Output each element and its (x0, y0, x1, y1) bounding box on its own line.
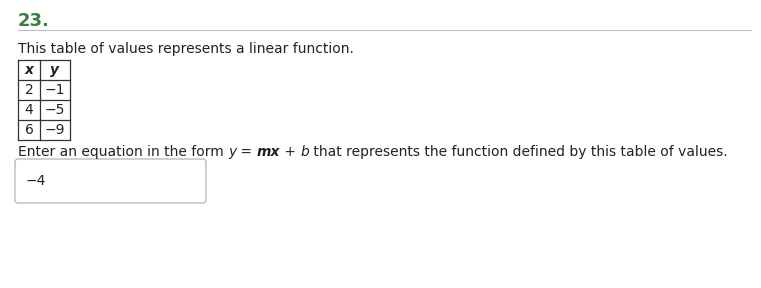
Text: that represents the function defined by this table of values.: that represents the function defined by … (310, 145, 728, 159)
Text: y: y (50, 63, 59, 77)
Text: Enter an equation in the form: Enter an equation in the form (18, 145, 228, 159)
Text: 2: 2 (24, 83, 33, 97)
Text: 4: 4 (24, 103, 33, 117)
Text: x: x (24, 63, 33, 77)
Text: −4: −4 (26, 174, 46, 188)
Text: −5: −5 (45, 103, 65, 117)
Text: b: b (301, 145, 310, 159)
Text: 6: 6 (24, 123, 33, 137)
FancyBboxPatch shape (15, 159, 206, 203)
Text: 23.: 23. (18, 12, 50, 30)
Text: mx: mx (256, 145, 280, 159)
Text: y: y (228, 145, 237, 159)
Text: −1: −1 (45, 83, 65, 97)
Text: This table of values represents a linear function.: This table of values represents a linear… (18, 42, 354, 56)
Text: −9: −9 (45, 123, 65, 137)
Text: +: + (280, 145, 301, 159)
Text: =: = (237, 145, 256, 159)
